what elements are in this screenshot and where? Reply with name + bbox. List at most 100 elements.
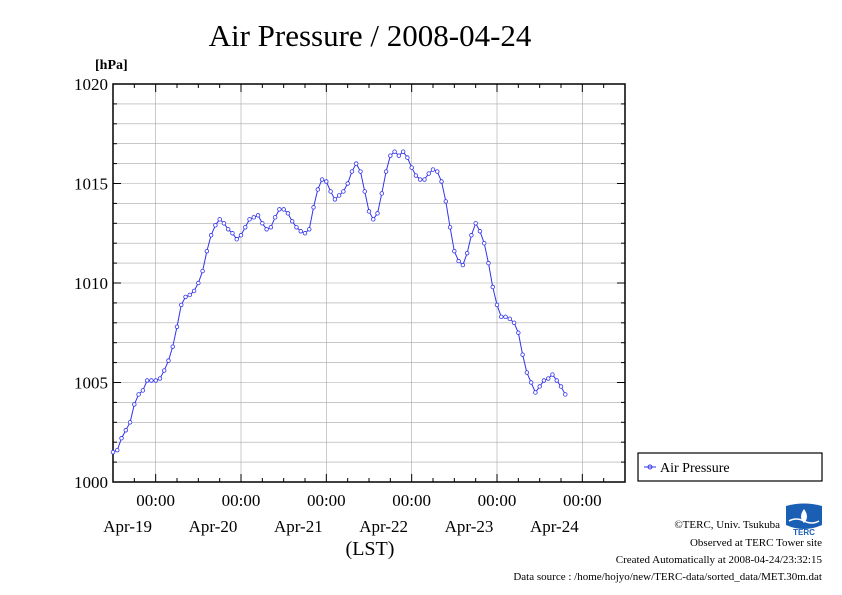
data-point	[550, 372, 555, 377]
x-tick-date-label: Apr-19	[103, 517, 152, 536]
data-point	[435, 169, 440, 174]
data-point	[196, 280, 201, 286]
data-point	[127, 420, 133, 425]
x-tick-date-label: Apr-21	[274, 517, 323, 536]
chart-title: Air Pressure / 2008-04-24	[209, 18, 532, 53]
data-point	[332, 197, 338, 202]
data-point	[191, 288, 197, 294]
data-point	[260, 221, 265, 226]
data-point	[225, 227, 231, 232]
y-tick-label: 1015	[74, 175, 108, 194]
data-point	[132, 402, 137, 407]
data-point	[537, 384, 542, 389]
data-point	[144, 378, 150, 383]
data-point	[409, 165, 414, 170]
legend-marker	[647, 464, 653, 470]
data-point	[494, 302, 500, 308]
data-point	[264, 227, 269, 232]
data-point	[396, 153, 402, 158]
data-point	[285, 211, 291, 216]
data-point	[477, 229, 483, 234]
data-point	[315, 187, 320, 192]
data-point	[413, 173, 419, 178]
data-point	[183, 294, 188, 300]
data-point	[554, 378, 559, 383]
data-point	[221, 221, 227, 226]
data-point	[153, 378, 158, 383]
data-point	[341, 189, 346, 194]
data-point	[439, 179, 444, 184]
x-tick-date-label: Apr-22	[359, 517, 408, 536]
data-point	[149, 378, 154, 383]
x-axis: 00:00 Apr-19 00:00 Apr-20 00:00 Apr-21 00:00 Ap…	[103, 84, 626, 536]
data-point	[200, 268, 205, 274]
data-point	[119, 436, 124, 441]
data-point	[507, 316, 512, 322]
data-point	[336, 193, 342, 198]
legend-label: Air Pressure	[660, 461, 730, 476]
data-point	[311, 205, 316, 210]
data-point	[452, 248, 457, 254]
data-point	[503, 314, 508, 320]
data-point	[204, 248, 210, 254]
data-point	[319, 177, 325, 182]
y-tick-label: 1005	[74, 374, 108, 393]
y-tick-label: 1020	[74, 75, 108, 94]
data-point	[490, 284, 495, 290]
data-point	[533, 390, 538, 395]
data-point	[243, 225, 248, 230]
x-tick-time-label: 00:00	[478, 491, 517, 510]
data-point	[302, 231, 308, 236]
data-point	[115, 447, 120, 453]
data-point	[447, 225, 453, 230]
data-point	[298, 229, 303, 234]
series-air-pressure	[110, 149, 568, 455]
data-point	[528, 380, 534, 385]
data-point	[379, 191, 384, 196]
data-point	[213, 223, 218, 228]
data-point	[405, 155, 410, 160]
data-point	[268, 225, 274, 230]
x-tick-time-label: 00:00	[563, 491, 602, 510]
x-tick-time-label: 00:00	[136, 491, 175, 510]
data-point	[371, 217, 376, 222]
data-point	[358, 169, 363, 174]
x-tick-date-label: Apr-20	[189, 517, 238, 536]
data-point	[520, 352, 525, 357]
legend: Air Pressure	[637, 452, 823, 482]
y-axis: 1000 1005 1010 1015 1020	[74, 75, 625, 492]
data-point	[511, 320, 517, 325]
data-point	[546, 376, 551, 381]
data-point	[140, 388, 146, 393]
data-point	[277, 207, 282, 212]
data-point	[375, 211, 380, 216]
data-point	[392, 149, 397, 154]
terc-logo-icon: TERC	[784, 503, 824, 537]
data-point	[366, 209, 372, 214]
data-point	[157, 376, 163, 381]
x-tick-date-label: Apr-24	[530, 517, 579, 536]
data-point	[362, 189, 367, 194]
data-point	[541, 378, 547, 383]
data-point	[388, 153, 393, 158]
data-point	[255, 213, 261, 218]
data-point	[383, 169, 389, 174]
data-point	[307, 227, 312, 232]
data-point	[460, 262, 466, 268]
data-point	[473, 221, 478, 226]
data-point	[281, 207, 286, 212]
data-point	[208, 233, 214, 238]
data-point	[422, 177, 427, 182]
data-point	[456, 258, 461, 264]
data-point	[166, 358, 171, 363]
data-point	[187, 292, 192, 298]
footer-copyright: ©TERC, Univ. Tsukuba	[674, 519, 780, 531]
footer-source: Data source : /home/hojyo/new/TERC-data/…	[513, 571, 822, 583]
data-point	[426, 171, 431, 176]
data-point	[238, 233, 244, 238]
data-point	[345, 181, 350, 186]
data-point	[174, 324, 180, 329]
x-tick-time-label: 00:00	[222, 491, 261, 510]
data-point	[400, 149, 406, 154]
data-point	[230, 231, 235, 236]
